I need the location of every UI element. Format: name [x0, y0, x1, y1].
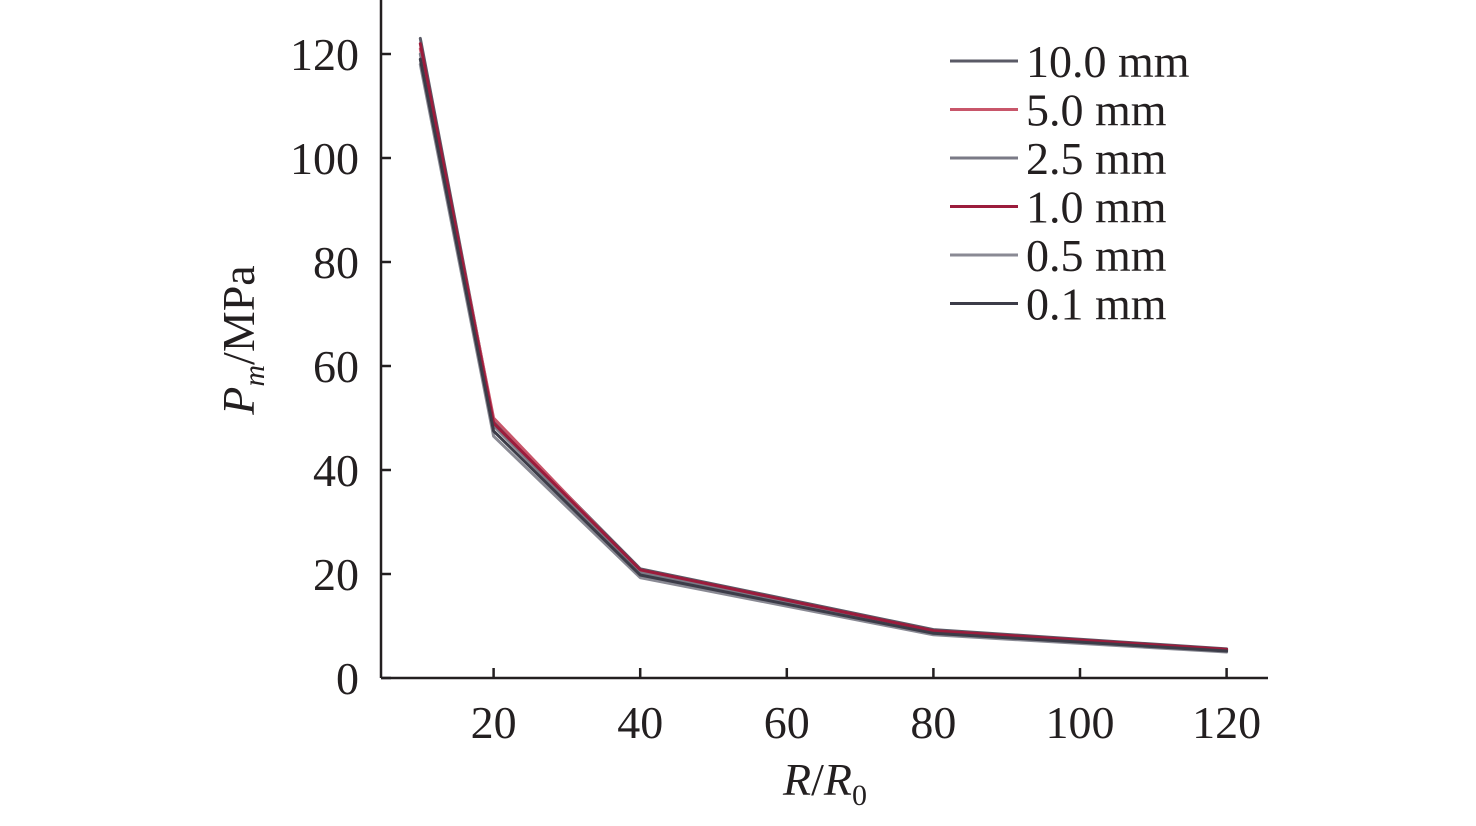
series-line	[418, 57, 1229, 653]
x-tick-label: 120	[1192, 697, 1261, 748]
x-tick-label: 40	[617, 697, 663, 748]
x-ticks: 20 40 60 80 100 120	[471, 668, 1261, 748]
legend-label: 10.0 mm	[1026, 36, 1190, 87]
y-tick-label: 0	[336, 653, 359, 704]
legend-label: 5.0 mm	[1026, 85, 1167, 136]
y-axis-label: Pm/MPa	[213, 265, 271, 415]
legend-label: 2.5 mm	[1026, 133, 1167, 184]
y-tick-label: 120	[290, 29, 359, 80]
x-axis-label: R/R0	[782, 754, 867, 812]
legend-label: 1.0 mm	[1026, 182, 1167, 233]
x-tick-label: 60	[764, 697, 810, 748]
plot-area	[379, 0, 1268, 680]
legend-label: 0.1 mm	[1026, 279, 1167, 330]
legend-label: 0.5 mm	[1026, 230, 1167, 281]
series-group	[418, 36, 1229, 654]
y-tick-label: 20	[313, 549, 359, 600]
y-tick-label: 60	[313, 341, 359, 392]
y-tick-label: 80	[313, 237, 359, 288]
x-tick-label: 20	[471, 697, 517, 748]
series-line	[418, 42, 1229, 651]
x-tick-label: 100	[1046, 697, 1115, 748]
y-ticks: 0 20 40 60 80 100 120	[290, 29, 391, 704]
x-tick-label: 80	[910, 697, 956, 748]
y-tick-label: 40	[313, 445, 359, 496]
y-tick-label: 100	[290, 133, 359, 184]
legend: 10.0 mm5.0 mm2.5 mm1.0 mm0.5 mm0.1 mm	[950, 36, 1190, 330]
